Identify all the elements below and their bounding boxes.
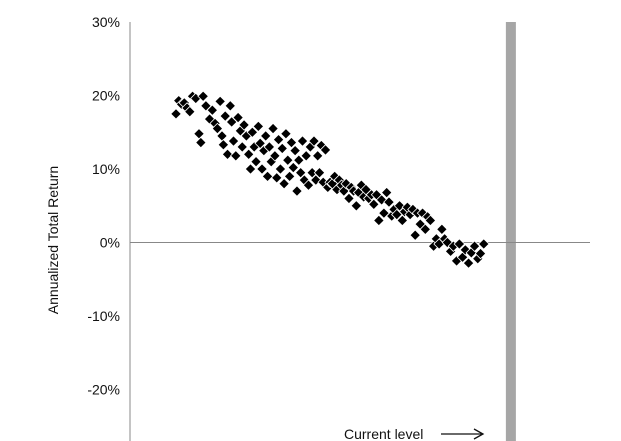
data-point [424,214,437,227]
data-point [193,127,205,140]
data-point [294,166,307,179]
data-point [232,111,244,124]
current-level-band [505,22,516,441]
data-point [283,170,296,183]
y-axis-label: Annualized Total Return [45,166,61,314]
data-point [254,137,266,150]
data-point [350,200,363,212]
data-point [302,179,315,191]
data-point [244,163,257,175]
data-point [236,141,249,153]
data-point [259,130,272,142]
data-point [477,238,490,250]
data-point [296,135,309,147]
data-point [289,144,301,157]
data-point [468,240,481,252]
data-point [319,144,332,156]
data-point [280,127,292,140]
data-point [343,192,355,205]
y-tick-label: 10% [92,161,120,177]
data-point [293,154,305,166]
data-point [250,155,262,168]
data-point [462,257,475,269]
data-point [310,174,322,186]
data-point [267,122,279,135]
current-level-label: Current level [344,426,423,441]
data-point [211,122,224,135]
data-point [256,163,268,175]
data-point [263,141,276,153]
data-point [300,150,312,162]
data-point [214,95,226,108]
data-point [456,251,469,263]
data-point [368,198,380,211]
data-point [269,150,281,162]
data-point [338,185,350,197]
data-point [270,172,283,184]
data-point [278,177,290,190]
data-point [378,207,390,219]
y-tick-label: -20% [87,382,120,398]
data-point [230,150,242,162]
data-point [252,120,265,133]
y-tick-label: 20% [92,88,120,104]
data-point [195,136,207,149]
data-point [238,119,250,131]
current-level-arrow-head [473,428,485,440]
data-point [474,247,487,260]
data-point [287,161,300,174]
y-tick-label: 30% [92,14,120,30]
data-point [276,142,289,155]
data-point [197,90,209,103]
data-point [170,108,182,120]
data-point [380,186,393,199]
data-point [373,214,385,227]
data-point [285,136,298,149]
current-level-annotation: Current level [344,426,485,441]
data-point [219,110,231,122]
data-point [217,138,230,151]
data-point [419,223,432,236]
data-point [274,163,287,175]
data-point [221,148,234,161]
data-point [282,154,294,166]
current-level-band-rect [505,22,516,441]
data-point [383,196,395,208]
data-point [206,104,219,116]
y-tick-labels: 30% 20% 10% 0% -10% -20% [87,14,120,398]
data-point [291,185,303,197]
data-point [246,126,259,139]
data-point [224,100,237,112]
data-point [184,105,196,118]
data-point [272,133,285,146]
data-point [453,238,466,250]
y-tick-label: -10% [87,308,120,324]
data-point [261,170,274,183]
data-point [396,214,409,227]
data-point [203,113,216,125]
data-point [409,229,421,241]
data-point [308,135,320,147]
data-point [436,223,448,236]
data-point [227,135,240,147]
data-point [416,207,429,219]
data-point [313,166,326,179]
y-tick-label: 0% [100,235,120,251]
scatter-points [170,90,490,269]
data-point [311,150,324,162]
data-point [242,148,255,161]
